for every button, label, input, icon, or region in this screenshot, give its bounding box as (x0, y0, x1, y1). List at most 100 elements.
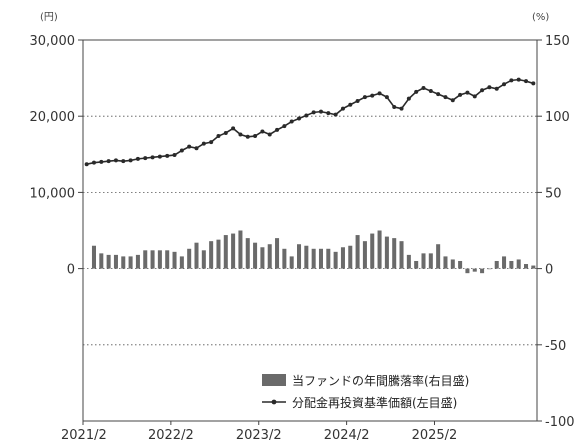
nav-point-43 (399, 106, 404, 111)
bar-1 (91, 245, 96, 269)
nav-point-28 (289, 119, 294, 124)
nav-point-53 (472, 94, 477, 99)
bar-19 (223, 235, 228, 269)
bar-29 (297, 244, 302, 269)
bar-15 (194, 242, 199, 269)
nav-point-3 (106, 159, 111, 164)
nav-point-4 (113, 158, 118, 163)
bar-60 (524, 264, 529, 269)
bar-23 (253, 242, 258, 269)
bar-4 (113, 254, 118, 269)
bar-16 (201, 250, 206, 269)
nav-point-20 (231, 126, 236, 131)
nav-point-32 (318, 109, 323, 114)
bar-21 (238, 230, 243, 269)
nav-point-42 (392, 105, 397, 110)
left-tick-label-0: 30,000 (30, 34, 76, 49)
right-tick-label-2: 50 (545, 186, 562, 201)
bar-13 (179, 256, 184, 269)
bar-36 (348, 245, 353, 269)
nav-point-48 (436, 92, 441, 97)
nav-point-39 (370, 93, 375, 98)
nav-point-21 (238, 132, 243, 137)
nav-point-51 (458, 92, 463, 97)
nav-point-52 (465, 90, 470, 95)
bar-54 (480, 268, 485, 274)
bar-33 (326, 248, 331, 269)
bar-18 (216, 239, 221, 269)
legend-line-label: 分配金再投資基準価額(左目盛) (292, 395, 457, 410)
nav-point-30 (304, 113, 309, 118)
nav-point-25 (267, 132, 272, 137)
bar-34 (333, 251, 338, 269)
left-tick-label-3: 0 (67, 263, 75, 278)
nav-point-22 (245, 134, 250, 139)
nav-point-50 (450, 98, 455, 103)
bar-17 (209, 241, 214, 269)
plot-frame (82, 39, 538, 422)
right-tick-label-3: 0 (545, 263, 553, 278)
bar-24 (260, 247, 265, 269)
nav-point-1 (91, 160, 96, 165)
nav-point-18 (216, 134, 221, 139)
bar-61 (531, 265, 536, 269)
bar-38 (362, 241, 367, 269)
left-axis-ticks: 30,000 20,000 10,000 0 (30, 34, 83, 278)
bar-20 (231, 233, 236, 269)
nav-point-0 (84, 162, 89, 167)
bar-48 (436, 244, 441, 269)
nav-point-14 (187, 144, 192, 149)
bar-53 (472, 268, 477, 272)
nav-point-38 (362, 95, 367, 100)
legend: 当ファンドの年間騰落率(右目盛) 分配金再投資基準価額(左目盛) (262, 373, 469, 410)
right-axis-unit: (%) (532, 12, 549, 23)
nav-point-37 (355, 98, 360, 103)
nav-point-44 (406, 96, 411, 101)
bar-22 (245, 238, 250, 269)
bar-45 (414, 260, 419, 269)
nav-point-61 (531, 81, 536, 86)
nav-point-15 (194, 146, 199, 151)
bar-14 (187, 248, 192, 269)
nav-point-24 (260, 129, 265, 134)
x-tick-label-3: 2024/2 (324, 428, 370, 443)
nav-point-58 (509, 78, 514, 83)
nav-point-33 (326, 111, 331, 116)
x-tick-label-0: 2021/2 (61, 428, 107, 443)
bar-11 (165, 250, 170, 269)
bar-49 (443, 256, 448, 269)
bar-41 (384, 236, 389, 269)
bar-55 (487, 268, 492, 270)
bar-47 (428, 253, 433, 269)
bar-3 (106, 254, 111, 269)
bar-40 (377, 230, 382, 269)
line-series (84, 77, 536, 167)
nav-point-9 (150, 155, 155, 160)
x-axis-ticks: 2021/2 2022/2 2023/2 2024/2 2025/2 (61, 421, 457, 443)
bar-39 (370, 233, 375, 269)
nav-point-8 (143, 156, 148, 161)
bar-58 (509, 260, 514, 269)
bar-43 (399, 241, 404, 269)
bar-26 (275, 238, 280, 269)
right-tick-label-1: 100 (545, 110, 570, 125)
bar-27 (282, 248, 287, 269)
left-tick-label-2: 10,000 (30, 186, 76, 201)
right-tick-label-4: -50 (545, 339, 566, 354)
nav-point-59 (516, 77, 521, 82)
x-tick-label-4: 2025/2 (412, 428, 458, 443)
left-tick-label-1: 20,000 (30, 110, 76, 125)
bar-46 (421, 253, 426, 269)
bar-30 (304, 245, 309, 269)
gridlines (83, 115, 537, 346)
nav-point-40 (377, 91, 382, 96)
nav-point-34 (333, 112, 338, 117)
nav-point-26 (275, 127, 280, 132)
right-axis-ticks: 150 100 50 0 -50 -100 (537, 34, 575, 430)
nav-point-54 (480, 88, 485, 93)
bar-56 (494, 260, 499, 269)
nav-point-49 (443, 95, 448, 100)
bar-32 (318, 248, 323, 269)
bar-31 (311, 248, 316, 269)
